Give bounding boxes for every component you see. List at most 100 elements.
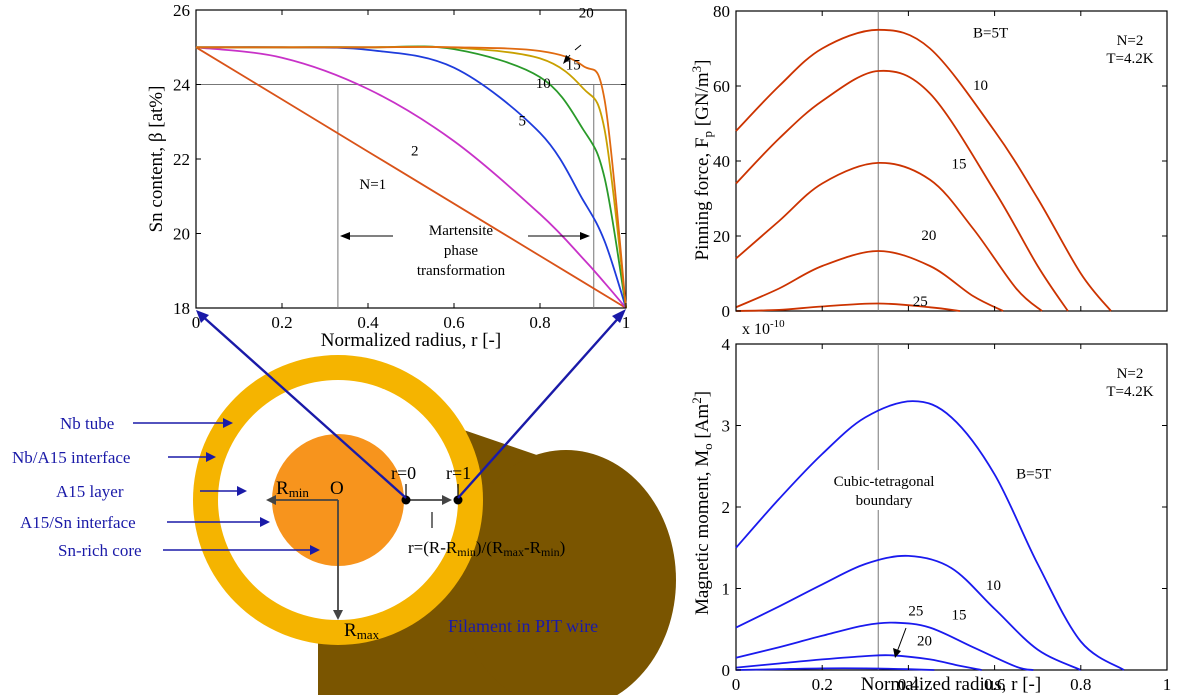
x-tick-label: 1 (622, 313, 631, 332)
nb-a15-label: Nb/A15 interface (12, 448, 130, 467)
series-line (735, 69, 1069, 312)
curve-label: 20 (917, 634, 932, 650)
sn-core-pointer-head (310, 545, 320, 555)
series-line (735, 250, 1004, 312)
rmin-label: Rmin (276, 478, 309, 500)
y-tick-label: 24 (173, 76, 191, 95)
link-r1-head (612, 309, 626, 323)
y-tick-label: 0 (722, 661, 731, 680)
martensite-line1: Martensite (429, 223, 493, 239)
y-tick-label: 20 (713, 227, 730, 246)
filament-end (456, 450, 676, 695)
annotation-bg (822, 470, 946, 510)
curve-label: 15 (952, 157, 967, 173)
nb-a15-pointer-head (206, 452, 216, 462)
curve-label: 2 (411, 143, 419, 159)
a15-layer-pointer-head (237, 486, 247, 496)
x-tick-label: 0.4 (357, 313, 379, 332)
nb-tube-label: Nb tube (60, 414, 114, 433)
x-tick-label: 0.4 (898, 675, 920, 694)
pinning-force-chart: B=5T 10 15 20 25 0 20 40 60 80 Pinning force, Fp… (689, 2, 1168, 321)
a15-sn-pointer-head (260, 517, 270, 527)
link-r0 (199, 313, 407, 499)
martensite-line2: phase (444, 243, 478, 259)
r0-point (401, 495, 411, 505)
curve-label: 20 (921, 228, 936, 244)
y-tick-label: 2 (722, 498, 731, 517)
y-tick-label: 60 (713, 77, 730, 96)
origin-label: O (330, 478, 344, 499)
y-tick-label: 22 (173, 150, 190, 169)
x-tick-label: 0 (732, 675, 741, 694)
a15-layer-label: A15 layer (56, 482, 124, 501)
curve-label: 5 (519, 113, 527, 129)
cubic-tetragonal-line1: Cubic-tetragonal (834, 474, 935, 490)
y-tick-label: 3 (722, 417, 731, 436)
series-line (735, 28, 1112, 312)
filament-label: Filament in PIT wire (448, 616, 598, 636)
plot-frame (195, 9, 627, 309)
link-r0-head (196, 310, 209, 323)
r1-label: r=1 (446, 463, 471, 483)
y-tick-label: 0 (722, 302, 731, 321)
curve-label: 20 (579, 5, 594, 21)
series-line (735, 554, 1082, 671)
x-axis-label: Normalized radius, r [-] (321, 330, 501, 351)
y-tick-label: 1 (722, 580, 731, 599)
r0-label: r=0 (391, 463, 416, 483)
curve-label: 15 (566, 58, 581, 74)
x-tick-label: 0.2 (812, 675, 833, 694)
sn-core-label: Sn-rich core (58, 541, 142, 560)
series-line (735, 654, 982, 671)
link-r1 (457, 313, 623, 499)
y-tick-label: 18 (173, 299, 190, 318)
y-axis-label: Sn content, β [at%] (146, 86, 167, 233)
legend-t: T=4.2K (1106, 51, 1153, 67)
y-tick-label: 20 (173, 225, 190, 244)
rmax-arrowhead (333, 610, 343, 620)
curve-label: 10 (986, 578, 1001, 594)
legend-n: N=2 (1117, 366, 1144, 382)
x-tick-label: 0.6 (443, 313, 464, 332)
y-axis-label: Magnetic moment, Mo [Am2] (689, 391, 715, 615)
y-axis-label: Pinning force, Fp [GN/m3] (689, 60, 715, 261)
x-axis-label: Normalized radius, r [-] (861, 674, 1041, 695)
series-line (735, 161, 1043, 312)
r-formula: r=(R-Rmin)/(Rmax-Rmin) (408, 538, 565, 559)
curve-label: 10 (536, 76, 551, 92)
curve-label: 15 (952, 607, 967, 623)
curve-label: 10 (973, 78, 988, 94)
curve-label: 25 (913, 294, 928, 310)
wire-diagram: O Rmin Rmax r=0 r=1 r=(R-Rmin)/(Rmax-Rmi… (12, 309, 676, 695)
r-arrowhead (442, 495, 452, 505)
y-tick-label: 40 (713, 152, 730, 171)
legend-n: N=2 (1117, 33, 1144, 49)
curve-label: B=5T (1016, 466, 1051, 482)
rmin-arrowhead (266, 495, 276, 505)
y-multiplier: x 10-10 (742, 318, 785, 338)
x-tick-label: 0.8 (1070, 675, 1091, 694)
a15-sn-label: A15/Sn interface (20, 513, 136, 532)
series-line (195, 46, 627, 309)
sn-content-chart: N=1 2 5 10 15 20 0 0.2 0.4 0.6 0.8 1 18 20 22 24 26 Nor… (146, 1, 630, 351)
rmax-label: Rmax (344, 620, 380, 642)
b25-arrow (893, 627, 907, 658)
y-tick-label: 80 (713, 2, 730, 21)
y-tick-label: 4 (722, 335, 731, 354)
series-line (735, 667, 935, 671)
curve-label: B=5T (973, 25, 1008, 41)
x-tick-label: 0 (192, 313, 201, 332)
x-tick-label: 1 (1163, 675, 1172, 694)
curve-label: N=1 (359, 177, 386, 193)
x-tick-label: 0.6 (984, 675, 1005, 694)
y-tick-label: 26 (173, 1, 190, 20)
cubic-tetragonal-line2: boundary (856, 493, 913, 509)
series-line (735, 302, 961, 312)
x-tick-label: 0.2 (271, 313, 292, 332)
series-line (195, 46, 627, 309)
nb-tube-pointer-head (223, 418, 233, 428)
n-arrow (563, 44, 582, 64)
martensite-line3: transformation (417, 263, 506, 279)
